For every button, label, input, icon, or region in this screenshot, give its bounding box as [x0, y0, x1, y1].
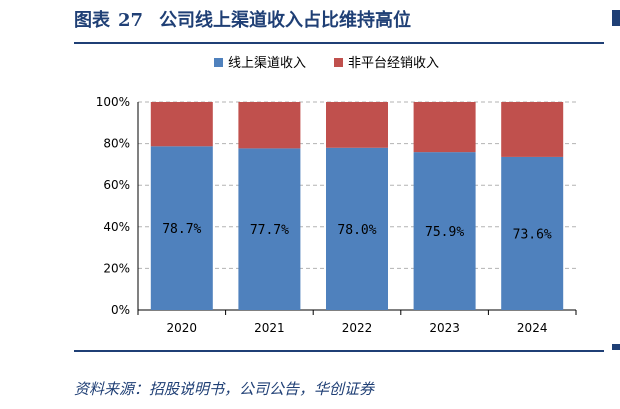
- legend-label: 线上渠道收入: [228, 56, 306, 71]
- edge-mark: [612, 10, 620, 26]
- title-rule: [74, 42, 604, 44]
- bar-offline: [326, 102, 388, 148]
- legend-label: 非平台经销收入: [348, 56, 439, 71]
- figure-number: 27: [118, 10, 144, 31]
- bar-offline: [413, 102, 476, 153]
- x-tick-label: 2022: [342, 321, 373, 335]
- y-tick-label: 60%: [103, 178, 130, 192]
- data-label: 75.9%: [425, 225, 464, 240]
- figure-title-text: 公司线上渠道收入占比维持高位: [159, 10, 412, 31]
- bar-offline: [150, 102, 213, 147]
- bar-online: [150, 146, 213, 310]
- bar-offline: [238, 102, 301, 149]
- x-tick-label: 2023: [429, 321, 460, 335]
- bar-online: [501, 156, 564, 310]
- data-label: 78.0%: [337, 223, 376, 238]
- figure-title: 图表 27 公司线上渠道收入占比维持高位: [74, 6, 411, 32]
- data-label: 77.7%: [250, 223, 289, 238]
- y-tick-label: 80%: [103, 137, 130, 151]
- legend-swatch: [214, 58, 223, 67]
- source-note: 资料来源：招股说明书，公司公告，华创证券: [74, 380, 375, 398]
- edge-mark: [612, 344, 620, 350]
- y-tick-label: 40%: [103, 220, 130, 234]
- y-tick-label: 20%: [103, 261, 130, 275]
- x-tick-label: 2024: [517, 321, 548, 335]
- x-tick-label: 2021: [254, 321, 285, 335]
- figure-label: 图表: [74, 10, 110, 31]
- source-rule: [74, 350, 604, 352]
- bar-online: [238, 148, 301, 310]
- bar-online: [326, 147, 388, 310]
- legend-swatch: [334, 58, 343, 67]
- bar-online: [413, 152, 476, 310]
- data-label: 78.7%: [162, 222, 201, 237]
- x-tick-label: 2020: [167, 321, 198, 335]
- data-label: 73.6%: [513, 227, 552, 242]
- bar-offline: [501, 102, 564, 157]
- y-tick-label: 100%: [96, 95, 130, 109]
- y-tick-label: 0%: [111, 303, 130, 317]
